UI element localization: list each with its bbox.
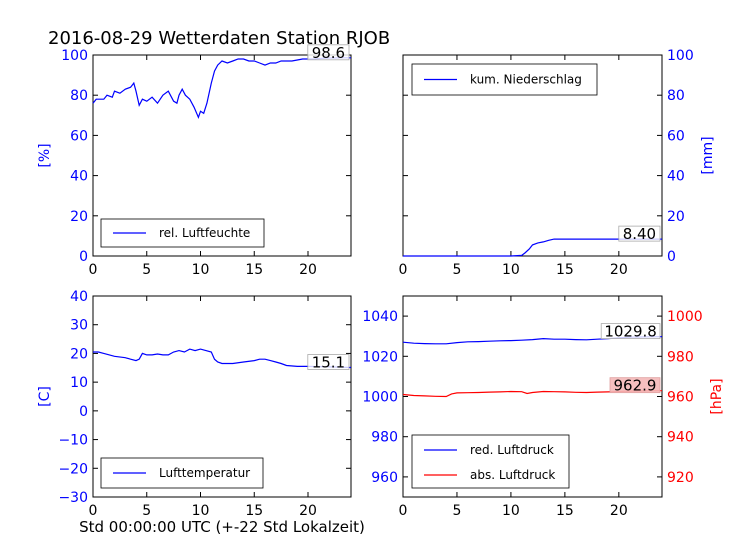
y-tick-label-left: 20 xyxy=(70,346,88,362)
y-tick-label-left: 1040 xyxy=(362,309,398,325)
x-tick-label: 10 xyxy=(192,503,210,519)
y-tick-label-right: 960 xyxy=(667,390,694,406)
plot-frame xyxy=(92,295,352,498)
chart-panel-pressure: 0 5 10 15 20 960 980 1000 1020 1040 920 940 960 980 10… xyxy=(362,295,725,519)
x-tick-label: 5 xyxy=(142,503,151,519)
x-tick-label: 0 xyxy=(89,262,98,278)
y-tick-label-right: 0 xyxy=(667,249,676,265)
x-tick-label: 10 xyxy=(192,262,210,278)
plot-frame xyxy=(92,54,352,257)
x-tick-label: 20 xyxy=(610,503,628,519)
y-tick-label-right: 20 xyxy=(667,209,685,225)
chart-panel-temperature: 0 5 10 15 20 −30 −20 −10 0 10 20 30 40 [C] 15.1 Lufttem… xyxy=(37,289,352,519)
value-annotation-box xyxy=(609,377,661,394)
value-annotation-box xyxy=(618,225,661,242)
x-tick-label: 10 xyxy=(502,262,520,278)
x-tick-label: 0 xyxy=(399,262,408,278)
y-tick-label-right: 1000 xyxy=(667,309,703,325)
y-tick-label-left: 10 xyxy=(70,375,88,391)
y-axis-label: [C] xyxy=(37,386,53,407)
y-axis-label: [hPa] xyxy=(709,378,725,414)
chart-panel-humidity: 0 5 10 15 20 0 20 40 60 80 100 [%] 98.6 rel. Luftfeuc… xyxy=(37,44,352,278)
y-tick-label-right: 980 xyxy=(667,349,694,365)
figure-xlabel: Std 00:00:00 UTC (+-22 Std Lokalzeit) xyxy=(79,518,365,536)
value-annotation-box xyxy=(307,354,350,370)
x-tick-label: 15 xyxy=(245,262,263,278)
value-annotation: 962.9 xyxy=(614,377,657,395)
x-tick-label: 15 xyxy=(556,262,574,278)
y-tick-label-left: 0 xyxy=(79,249,88,265)
value-annotation-box xyxy=(600,323,661,340)
y-tick-label-left: −20 xyxy=(58,461,88,477)
legend-label: abs. Luftdruck xyxy=(470,468,555,482)
y-tick-label-left: 20 xyxy=(70,209,88,225)
y-tick-label-left: 30 xyxy=(70,318,88,334)
y-axis-label: [%] xyxy=(37,143,53,167)
value-annotation: 8.40 xyxy=(623,225,656,243)
x-tick-label: 10 xyxy=(502,503,520,519)
x-tick-label: 5 xyxy=(142,262,151,278)
y-tick-label-right: 60 xyxy=(667,128,685,144)
value-annotation: 15.1 xyxy=(312,353,345,371)
y-tick-label-left: 980 xyxy=(371,430,398,446)
y-tick-label-left: 960 xyxy=(371,470,398,486)
x-tick-label: 5 xyxy=(452,503,461,519)
legend-label: red. Luftdruck xyxy=(470,443,554,457)
legend-label: Lufttemperatur xyxy=(159,466,250,480)
value-annotation-box xyxy=(307,44,350,61)
y-tick-label-left: 40 xyxy=(70,169,88,185)
x-tick-label: 20 xyxy=(299,262,317,278)
x-tick-label: 15 xyxy=(556,503,574,519)
y-tick-label-left: −30 xyxy=(58,490,88,506)
y-tick-label-left: 1020 xyxy=(362,349,398,365)
x-tick-label: 15 xyxy=(245,503,263,519)
y-tick-label-left: −10 xyxy=(58,433,88,449)
y-axis-label: [mm] xyxy=(700,136,716,174)
series-line-1 xyxy=(93,348,352,369)
y-tick-label-left: 100 xyxy=(61,48,88,64)
series-line-1 xyxy=(92,57,351,119)
y-tick-label-right: 40 xyxy=(667,169,685,185)
legend-label: kum. Niederschlag xyxy=(470,73,582,87)
y-tick-label-left: 80 xyxy=(70,88,88,104)
legend-box xyxy=(411,434,570,489)
y-tick-label-left: 60 xyxy=(70,128,88,144)
x-tick-label: 20 xyxy=(299,503,317,519)
y-tick-label-left: 1000 xyxy=(362,390,398,406)
y-tick-label-right: 940 xyxy=(667,430,694,446)
y-tick-label-right: 80 xyxy=(667,88,685,104)
y-tick-label-right: 920 xyxy=(667,470,694,486)
value-annotation: 98.6 xyxy=(312,44,345,62)
y-tick-label-left: 40 xyxy=(70,289,88,305)
y-tick-label-right: 100 xyxy=(667,48,694,64)
plot-frame xyxy=(402,54,663,257)
legend-label: rel. Luftfeuchte xyxy=(159,226,250,240)
y-tick-label-left: 0 xyxy=(79,404,88,420)
x-tick-label: 0 xyxy=(399,503,408,519)
value-annotation: 1029.8 xyxy=(604,323,657,341)
x-tick-label: 0 xyxy=(89,503,98,519)
x-tick-label: 20 xyxy=(610,262,628,278)
x-tick-label: 5 xyxy=(452,262,461,278)
series-line-1 xyxy=(403,238,662,257)
figure-title: 2016-08-29 Wetterdaten Station RJOB xyxy=(48,28,390,49)
chart-panel-precipitation: 0 5 10 15 20 0 20 40 60 80 100 [mm] 8.40 kum. Nieders… xyxy=(399,48,716,278)
